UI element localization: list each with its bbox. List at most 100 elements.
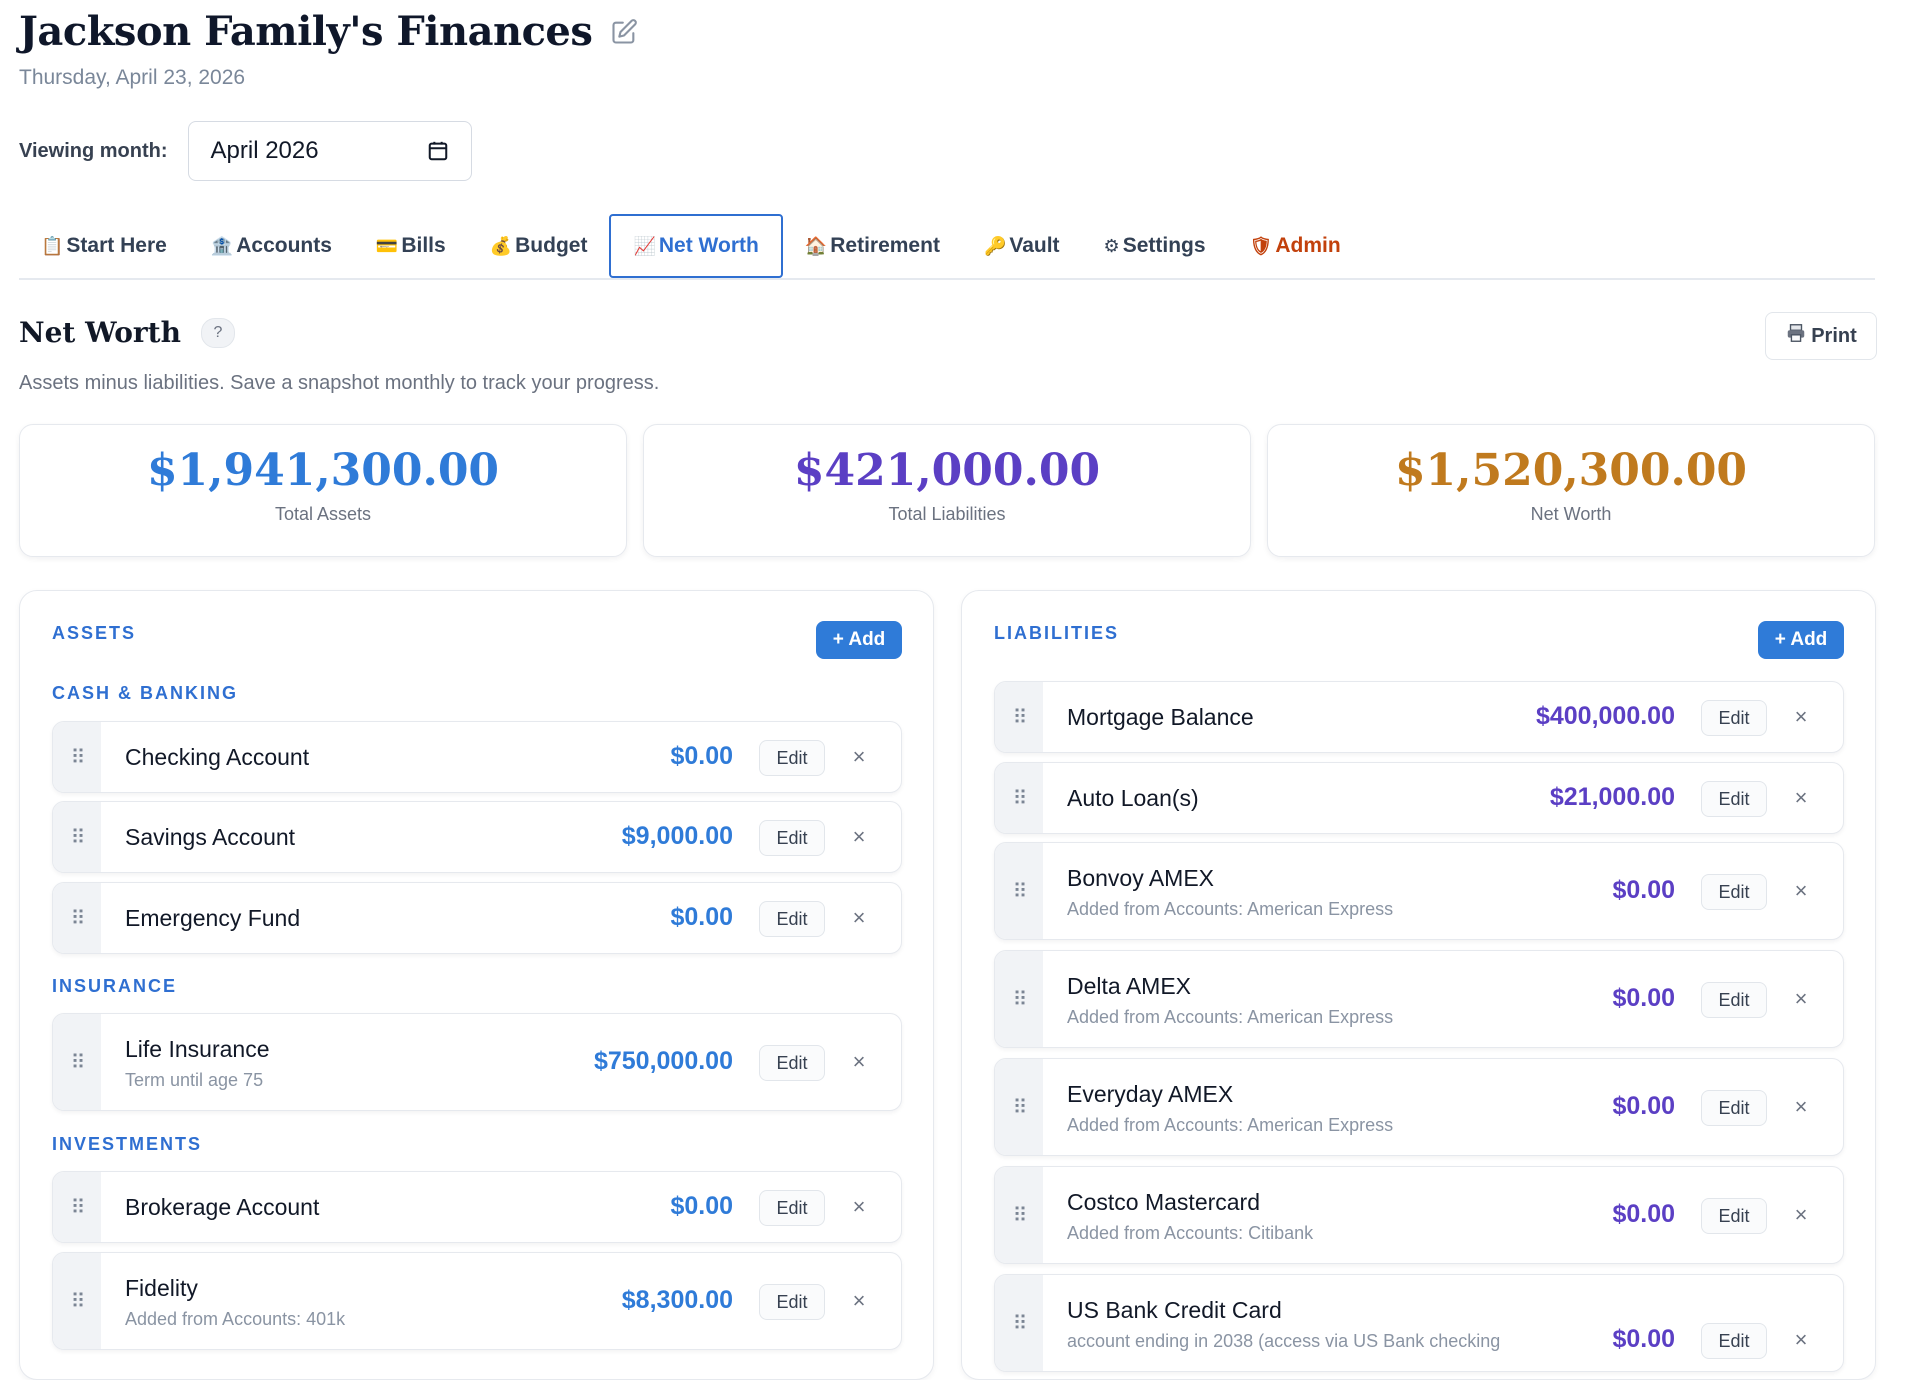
asset-name: Checking Account	[125, 744, 310, 770]
liability-name: Everyday AMEX	[1067, 1081, 1234, 1107]
print-button[interactable]: Print	[1765, 312, 1877, 360]
edit-button[interactable]: Edit	[759, 1284, 825, 1320]
assets-panel: ASSETS + Add CASH & BANKING ⠿ Checking A…	[19, 590, 934, 1380]
close-icon[interactable]: ×	[1794, 1202, 1808, 1227]
tab-admin[interactable]: 🛡 Admin	[1228, 214, 1363, 278]
liability-row-mortgage: ⠿ Mortgage Balance $400,000.00 Edit ×	[994, 681, 1844, 753]
asset-amount: $0.00	[670, 1192, 733, 1220]
edit-button[interactable]: Edit	[759, 740, 825, 776]
close-icon[interactable]: ×	[852, 824, 866, 849]
asset-row-savings: ⠿ Savings Account $9,000.00 Edit ×	[52, 801, 902, 873]
close-icon[interactable]: ×	[1794, 785, 1808, 810]
edit-button[interactable]: Edit	[1701, 700, 1767, 736]
drag-handle-icon[interactable]: ⠿	[995, 1275, 1043, 1371]
drag-handle-icon[interactable]: ⠿	[53, 883, 101, 953]
printer-icon	[1785, 322, 1807, 350]
gear-icon: ⚙	[1103, 235, 1120, 256]
tab-start-here[interactable]: 📋 Start Here	[19, 214, 189, 278]
asset-amount: $0.00	[670, 903, 733, 931]
tab-budget[interactable]: 💰 Budget	[468, 214, 610, 278]
close-icon[interactable]: ×	[852, 1194, 866, 1219]
liability-amount: $0.00	[1612, 1092, 1675, 1120]
asset-amount: $750,000.00	[593, 1047, 733, 1075]
close-icon[interactable]: ×	[852, 1049, 866, 1074]
liability-name: Auto Loan(s)	[1067, 785, 1199, 811]
drag-handle-icon[interactable]: ⠿	[53, 1253, 101, 1349]
edit-button[interactable]: Edit	[759, 820, 825, 856]
credit-card-icon: 💳	[375, 235, 399, 256]
asset-amount: $9,000.00	[621, 822, 733, 850]
current-date: Thursday, April 23, 2026	[19, 66, 246, 89]
tab-settings[interactable]: ⚙ Settings	[1082, 214, 1228, 278]
edit-button[interactable]: Edit	[1701, 1090, 1767, 1126]
help-button[interactable]: ?	[200, 317, 235, 348]
close-icon[interactable]: ×	[1794, 878, 1808, 903]
liability-amount: $400,000.00	[1535, 702, 1675, 730]
liability-name: Bonvoy AMEX	[1067, 865, 1215, 891]
tab-label: Bills	[401, 234, 446, 257]
drag-handle-icon[interactable]: ⠿	[53, 1014, 101, 1110]
month-input[interactable]: April 2026	[187, 121, 472, 181]
liability-note: Added from Accounts: American Express	[1067, 899, 1394, 919]
drag-handle-icon[interactable]: ⠿	[995, 951, 1043, 1047]
drag-handle-icon[interactable]: ⠿	[995, 843, 1043, 939]
key-icon: 🔑	[983, 235, 1007, 256]
edit-button[interactable]: Edit	[1701, 982, 1767, 1018]
edit-button[interactable]: Edit	[759, 1190, 825, 1226]
shield-icon: 🛡	[1249, 235, 1273, 256]
liabilities-panel: LIABILITIES + Add ⠿ Mortgage Balance $40…	[961, 590, 1876, 1380]
house-icon: 🏠	[804, 235, 828, 256]
drag-handle-icon[interactable]: ⠿	[995, 763, 1043, 833]
asset-amount: $8,300.00	[621, 1286, 733, 1314]
net-worth-value: $1,520,300.00	[1394, 445, 1748, 496]
edit-button[interactable]: Edit	[1701, 1198, 1767, 1234]
tab-net-worth[interactable]: 📈 Net Worth	[609, 214, 783, 278]
tab-bills[interactable]: 💳 Bills	[354, 214, 468, 278]
drag-handle-icon[interactable]: ⠿	[53, 1172, 101, 1242]
liability-row-costco: ⠿ Costco Mastercard Added from Accounts:…	[994, 1166, 1844, 1264]
close-icon[interactable]: ×	[1794, 1327, 1808, 1352]
close-icon[interactable]: ×	[1794, 704, 1808, 729]
drag-handle-icon[interactable]: ⠿	[995, 682, 1043, 752]
liability-name: Costco Mastercard	[1067, 1189, 1261, 1215]
close-icon[interactable]: ×	[852, 905, 866, 930]
month-picker-row: Viewing month: April 2026	[19, 121, 472, 181]
tab-vault[interactable]: 🔑 Vault	[962, 214, 1082, 278]
add-asset-button[interactable]: + Add	[816, 621, 902, 659]
asset-name: Life Insurance	[125, 1036, 270, 1062]
edit-title-icon[interactable]	[610, 18, 638, 46]
close-icon[interactable]: ×	[1794, 986, 1808, 1011]
close-icon[interactable]: ×	[852, 1288, 866, 1313]
category-investments: INVESTMENTS	[52, 1134, 203, 1154]
add-liability-button[interactable]: + Add	[1758, 621, 1844, 659]
asset-note: Term until age 75	[125, 1070, 264, 1090]
liability-note: account ending in 2038 (access via US Ba…	[1067, 1331, 1501, 1351]
page-title: Jackson Family's Finances	[19, 8, 593, 55]
drag-handle-icon[interactable]: ⠿	[995, 1059, 1043, 1155]
liabilities-heading: LIABILITIES	[994, 623, 1119, 643]
asset-row-checking: ⠿ Checking Account $0.00 Edit ×	[52, 721, 902, 793]
tab-label: Retirement	[830, 234, 940, 257]
edit-button[interactable]: Edit	[759, 1045, 825, 1081]
tab-label: Admin	[1275, 234, 1341, 257]
edit-button[interactable]: Edit	[759, 901, 825, 937]
drag-handle-icon[interactable]: ⠿	[53, 722, 101, 792]
chart-up-icon: 📈	[633, 235, 656, 256]
total-liabilities-card: $421,000.00 Total Liabilities	[643, 424, 1251, 557]
total-assets-value: $1,941,300.00	[146, 445, 500, 496]
tab-retirement[interactable]: 🏠 Retirement	[783, 214, 962, 278]
close-icon[interactable]: ×	[1794, 1094, 1808, 1119]
tab-accounts[interactable]: 🏦 Accounts	[189, 214, 354, 278]
edit-button[interactable]: Edit	[1701, 874, 1767, 910]
drag-handle-icon[interactable]: ⠿	[995, 1167, 1043, 1263]
category-insurance: INSURANCE	[52, 976, 178, 996]
edit-button[interactable]: Edit	[1701, 781, 1767, 817]
asset-note: Added from Accounts: 401k	[125, 1309, 346, 1329]
drag-handle-icon[interactable]: ⠿	[53, 802, 101, 872]
section-header: Net Worth ?	[19, 316, 235, 349]
tab-label: Budget	[515, 234, 588, 257]
close-icon[interactable]: ×	[852, 744, 866, 769]
tab-label: Settings	[1122, 234, 1206, 257]
calendar-icon[interactable]	[427, 140, 449, 162]
